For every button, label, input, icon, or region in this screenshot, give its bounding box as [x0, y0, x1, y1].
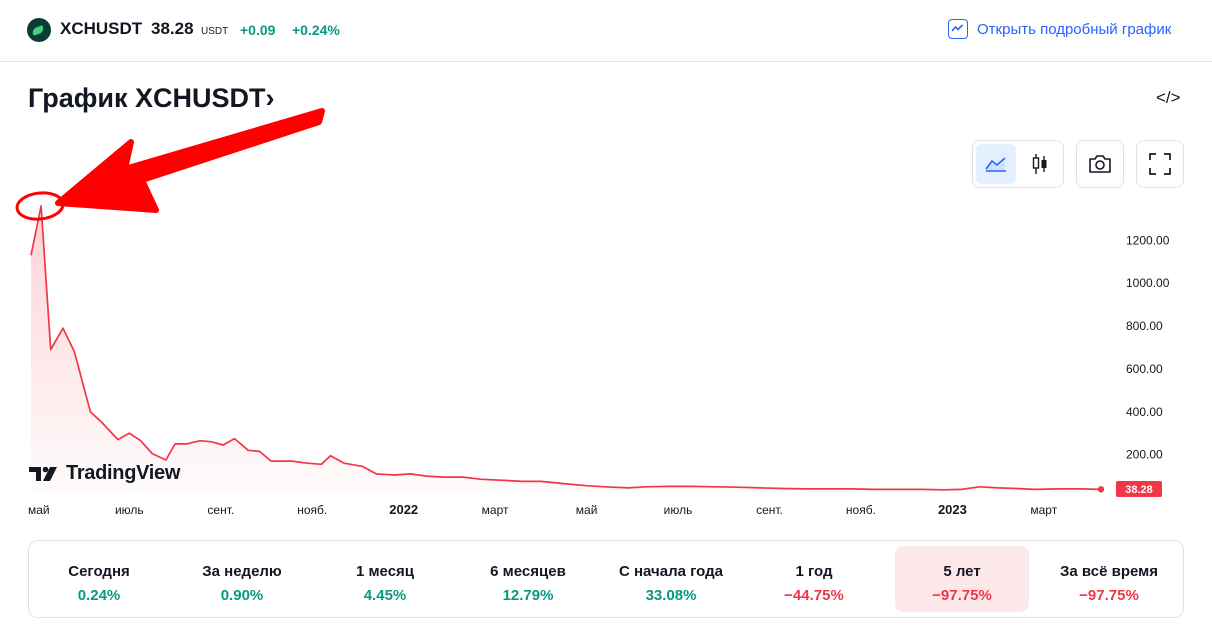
area-chart-button[interactable]	[976, 144, 1016, 184]
y-tick-label: 600.00	[1126, 362, 1163, 376]
price-currency: USDT	[201, 26, 229, 37]
price-line-series	[30, 205, 1102, 491]
x-tick-label: 2023	[938, 502, 967, 517]
performance-period-label: За неделю	[202, 563, 282, 580]
performance-period-7[interactable]: За всё время −97.75%	[1042, 546, 1176, 612]
performance-panel: Сегодня 0.24% За неделю 0.90% 1 месяц 4.45% 6 …	[28, 540, 1184, 618]
fullscreen-button[interactable]	[1136, 140, 1184, 188]
fullscreen-icon	[1149, 153, 1171, 175]
x-tick-label: сент.	[756, 503, 783, 517]
performance-period-0[interactable]: Сегодня 0.24%	[32, 546, 166, 612]
x-tick-label: нояб.	[297, 503, 327, 517]
last-price-value: 38.28	[1125, 484, 1153, 496]
performance-period-value: −44.75%	[784, 587, 844, 604]
chart-line-icon	[948, 19, 968, 39]
code-icon[interactable]: </>	[1156, 88, 1181, 107]
symbol-name[interactable]: XCHUSDT	[60, 19, 143, 38]
area-chart-icon	[985, 157, 1006, 172]
performance-period-1[interactable]: За неделю 0.90%	[175, 546, 309, 612]
performance-period-label: 1 месяц	[355, 563, 415, 580]
y-tick-label: 1200.00	[1126, 233, 1170, 247]
performance-period-value: 0.90%	[220, 587, 264, 604]
performance-period-value: −97.75%	[1079, 587, 1139, 604]
performance-period-label: 5 лет	[943, 563, 981, 580]
page-title[interactable]: График XCHUSDT›	[28, 83, 275, 113]
open-detailed-chart-link[interactable]: Открыть подробный график	[948, 19, 1171, 39]
y-tick-label: 800.00	[1126, 319, 1163, 333]
camera-icon	[1089, 155, 1111, 173]
performance-period-label: Сегодня	[68, 563, 130, 580]
y-tick-label: 400.00	[1126, 405, 1163, 419]
chart-style-toggle	[972, 140, 1064, 188]
performance-period-value: 12.79%	[502, 587, 554, 604]
tradingview-logo[interactable]: TradingView	[28, 462, 180, 485]
performance-period-value: 0.24%	[77, 587, 121, 604]
price-change: +0.09	[240, 22, 276, 38]
performance-period-label: За всё время	[1060, 563, 1158, 580]
x-tick-label: нояб.	[846, 503, 876, 517]
x-tick-label: март	[482, 503, 509, 517]
performance-period-6[interactable]: 5 лет −97.75%	[895, 546, 1029, 612]
performance-period-2[interactable]: 1 месяц 4.45%	[318, 546, 452, 612]
xch-logo-icon	[27, 18, 51, 42]
x-tick-label: май	[576, 503, 598, 517]
performance-period-label: С начала года	[619, 563, 723, 580]
tradingview-logo-icon	[29, 466, 57, 481]
x-tick-label: май	[28, 503, 50, 517]
performance-period-label: 1 год	[795, 563, 833, 580]
x-tick-label: июль	[115, 503, 144, 517]
symbol-header: XCHUSDT 38.28 USDT +0.09 +0.24% Открыть …	[0, 0, 1212, 62]
x-axis: май июль сент. нояб. 2022 март май июль сент. ноя…	[28, 502, 1058, 517]
last-price-label: 38.28	[1116, 481, 1162, 497]
snapshot-button[interactable]	[1076, 140, 1124, 188]
performance-period-5[interactable]: 1 год −44.75%	[747, 546, 881, 612]
x-tick-label: 2022	[389, 502, 418, 517]
performance-period-value: 4.45%	[363, 587, 407, 604]
last-price-dot	[1097, 486, 1105, 493]
last-price: 38.28	[151, 19, 194, 38]
performance-period-value: 33.08%	[645, 587, 697, 604]
y-axis: 1200.00 1000.00 800.00 600.00 400.00 200.00	[1126, 233, 1170, 461]
y-tick-label: 200.00	[1126, 448, 1163, 462]
y-tick-label: 1000.00	[1126, 276, 1170, 290]
price-chart[interactable]: 1200.00 1000.00 800.00 600.00 400.00 200.00 м…	[0, 195, 1212, 525]
price-area-fill	[31, 206, 1101, 492]
x-tick-label: март	[1030, 503, 1057, 517]
performance-period-4[interactable]: С начала года 33.08%	[604, 546, 738, 612]
performance-period-label: 6 месяцев	[490, 563, 566, 580]
candles-chart-button[interactable]	[1020, 144, 1060, 184]
price-change-percent: +0.24%	[292, 22, 340, 38]
x-tick-label: сент.	[207, 503, 234, 517]
open-detailed-chart-label: Открыть подробный график	[977, 20, 1172, 38]
x-tick-label: июль	[664, 503, 693, 517]
candles-icon	[1032, 154, 1047, 174]
performance-period-3[interactable]: 6 месяцев 12.79%	[461, 546, 595, 612]
tradingview-logo-text: TradingView	[66, 462, 181, 484]
performance-period-value: −97.75%	[932, 587, 992, 604]
